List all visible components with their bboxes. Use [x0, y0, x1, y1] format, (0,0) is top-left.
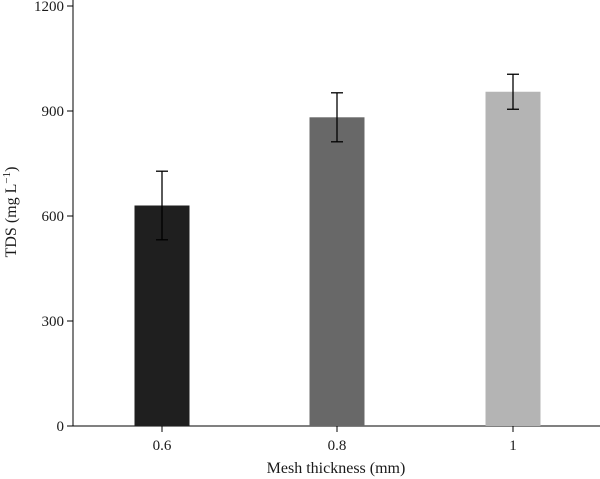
x-tick-label: 0.8: [328, 438, 347, 454]
x-axis-title: Mesh thickness (mm): [267, 460, 406, 477]
error-bar: [156, 170, 168, 241]
y-tick-label: 300: [42, 314, 65, 330]
x-tick-label: 1: [509, 438, 517, 454]
y-tick-label: 0: [57, 419, 65, 435]
error-bar: [507, 73, 519, 110]
y-axis-title-superscript: −1: [1, 172, 13, 184]
x-axis: 0.6 0.8 1: [73, 425, 600, 454]
y-tick-label: 1200: [34, 0, 64, 15]
y-axis-title-close: ): [3, 167, 20, 172]
bars: [134, 91, 541, 427]
y-tick-label: 600: [42, 209, 65, 225]
x-tick-label: 0.6: [153, 438, 172, 454]
y-axis-title-main: TDS (mg L: [3, 184, 20, 258]
y-tick-label: 900: [42, 104, 65, 120]
bar: [485, 91, 541, 426]
error-bars: [156, 73, 519, 241]
bar: [309, 117, 365, 427]
y-axis: 0 300 600 900 1200: [34, 0, 74, 435]
error-bar: [331, 92, 343, 143]
bar: [134, 205, 190, 426]
y-axis-title: TDS (mg L−1): [1, 167, 20, 258]
